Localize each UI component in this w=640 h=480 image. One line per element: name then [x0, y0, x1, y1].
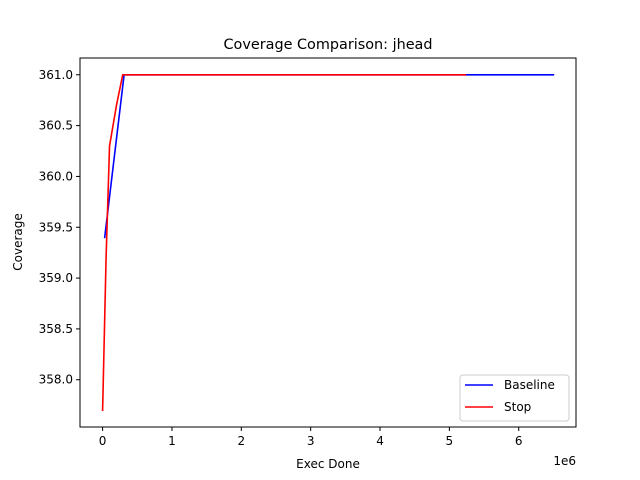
x-axis-title: Exec Done — [296, 457, 360, 471]
legend-label-stop: Stop — [504, 400, 531, 414]
y-tick-label: 359.5 — [39, 220, 73, 234]
series-line-baseline — [103, 73, 555, 239]
legend-frame — [459, 374, 570, 422]
x-axis: 0 1 2 3 4 5 6 — [99, 427, 523, 448]
x-tick-label: 4 — [376, 434, 384, 448]
y-axis-title: Coverage — [11, 213, 25, 271]
y-tick-label: 359.0 — [39, 271, 73, 285]
series-line-stop — [101, 73, 467, 412]
legend-label-baseline: Baseline — [504, 378, 555, 392]
y-axis: 358.0 358.5 359.0 359.5 360.0 360.5 361.0 — [39, 68, 80, 387]
x-tick-label: 0 — [99, 434, 107, 448]
plot-lines — [101, 73, 555, 412]
chart-title: Coverage Comparison: jhead — [223, 37, 432, 53]
plot-frame — [79, 57, 577, 428]
y-tick-label: 361.0 — [39, 68, 73, 82]
x-tick-label: 1 — [168, 434, 176, 448]
y-tick-label: 360.0 — [39, 169, 73, 183]
y-tick-label: 358.5 — [39, 322, 73, 336]
x-tick-label: 5 — [446, 434, 454, 448]
x-tick-label: 2 — [237, 434, 245, 448]
x-axis-offset-label: 1e6 — [553, 454, 576, 468]
y-tick-label: 360.5 — [39, 119, 73, 133]
y-tick-label: 358.0 — [39, 373, 73, 387]
legend: Baseline Stop — [459, 374, 570, 422]
x-tick-label: 3 — [307, 434, 315, 448]
x-tick-label: 6 — [515, 434, 523, 448]
